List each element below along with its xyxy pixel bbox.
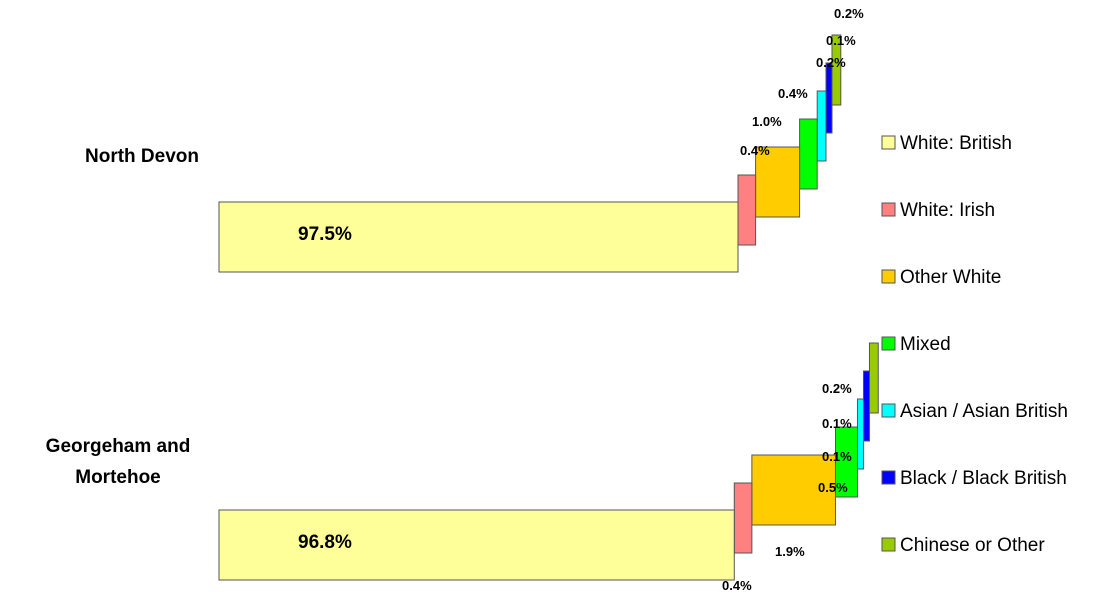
data-label-north-devon-black-black-british: 0.1%: [826, 33, 856, 48]
legend-swatch-mixed: [881, 336, 896, 351]
data-label-north-devon-white-irish: 0.4%: [740, 143, 770, 158]
bar-north-devon-black-black-british: [825, 62, 833, 134]
data-label-north-devon-asian-asian-british: 0.2%: [816, 55, 846, 70]
legend-entry-white-irish: White: Irish: [900, 200, 995, 221]
data-label-georgeham-and-mortehoe-black-black-british: 0.1%: [822, 416, 852, 431]
data-label-georgeham-and-mortehoe-chinese-or-other: 0.2%: [822, 381, 852, 396]
data-label-north-devon-chinese-or-other: 0.2%: [834, 6, 864, 21]
bar-north-devon-other-white: [755, 146, 801, 218]
data-label-georgeham-and-mortehoe-mixed: 0.5%: [818, 480, 848, 495]
data-label-north-devon-other-white: 1.0%: [752, 114, 782, 129]
data-label-north-devon-white-british: 97.5%: [298, 224, 352, 245]
legend-swatch-black-black-british: [881, 470, 896, 485]
legend-entry-white-british: White: British: [900, 133, 1012, 154]
legend-entry-black-black-british: Black / Black British: [900, 468, 1067, 489]
category-label-georgeham-and-mortehoe-line2: Mortehoe: [75, 467, 161, 488]
bar-north-devon-mixed: [799, 118, 818, 190]
legend-entry-other-white: Other White: [900, 267, 1001, 288]
legend-swatch-white-irish: [881, 202, 896, 217]
data-label-georgeham-and-mortehoe-asian-asian-british: 0.1%: [822, 449, 852, 464]
bar-georgeham-and-mortehoe-chinese-or-other: [868, 342, 879, 414]
data-label-north-devon-mixed: 0.4%: [778, 86, 808, 101]
bar-georgeham-and-mortehoe-other-white: [751, 454, 836, 526]
data-label-georgeham-and-mortehoe-white-irish: 0.4%: [722, 578, 752, 593]
category-label-georgeham-and-mortehoe-line1: Georgeham and: [46, 436, 191, 457]
bar-georgeham-and-mortehoe-white-irish: [733, 482, 753, 554]
legend-entry-asian-asian-british: Asian / Asian British: [900, 401, 1068, 422]
bar-north-devon-asian-asian-british: [816, 90, 827, 162]
legend-entry-mixed: Mixed: [900, 334, 951, 355]
data-label-georgeham-and-mortehoe-other-white: 1.9%: [775, 544, 805, 559]
category-label-north-devon: North Devon: [85, 146, 199, 167]
data-label-georgeham-and-mortehoe-white-british: 96.8%: [298, 532, 352, 553]
bar-georgeham-and-mortehoe-asian-asian-british: [856, 398, 864, 470]
legend-swatch-chinese-or-other: [881, 537, 896, 552]
bar-north-devon-white-british: [218, 201, 739, 273]
legend-swatch-white-british: [881, 135, 896, 150]
bar-georgeham-and-mortehoe-white-british: [218, 509, 735, 581]
legend-swatch-asian-asian-british: [881, 403, 896, 418]
legend-entry-chinese-or-other: Chinese or Other: [900, 535, 1045, 556]
bar-georgeham-and-mortehoe-black-black-british: [862, 370, 870, 442]
bar-north-devon-white-irish: [737, 174, 757, 246]
legend-swatch-other-white: [881, 269, 896, 284]
